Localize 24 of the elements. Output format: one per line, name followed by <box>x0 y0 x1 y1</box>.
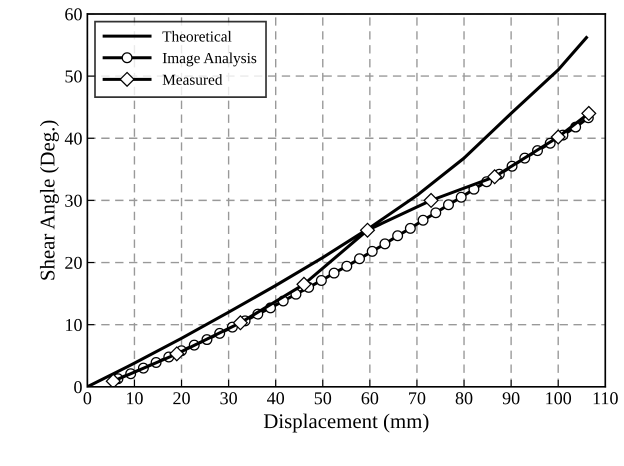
x-tick-label: 90 <box>502 392 520 404</box>
x-tick-label: 70 <box>409 392 426 404</box>
x-tick-label: 20 <box>173 392 190 404</box>
x-tick-label: 30 <box>220 392 237 404</box>
y-tick-label: 0 <box>74 381 82 394</box>
x-tick-label: 10 <box>127 392 143 404</box>
legend-label: Theoretical <box>162 30 232 42</box>
y-tick-label: 20 <box>65 256 82 269</box>
y-tick-label: 10 <box>66 318 82 332</box>
x-tick-label: 80 <box>456 392 472 404</box>
legend-label: Measured <box>162 74 222 85</box>
legend-label: Image Analysis <box>162 52 256 66</box>
x-tick-label: 0 <box>84 392 92 404</box>
y-tick-label: 40 <box>64 132 82 145</box>
y-tick-label: 50 <box>65 70 82 83</box>
x-tick-label: 40 <box>267 392 284 404</box>
x-tick-label: 100 <box>546 392 572 404</box>
y-axis-title: Shear Angle (Deg.) <box>40 120 59 280</box>
x-tick-label: 110 <box>594 392 618 404</box>
x-axis-title: Displacement (mm) <box>264 414 428 432</box>
x-tick-label: 50 <box>314 392 332 404</box>
y-tick-label: 60 <box>65 8 82 20</box>
x-tick-label: 60 <box>362 392 378 404</box>
y-tick-label: 30 <box>65 194 82 207</box>
